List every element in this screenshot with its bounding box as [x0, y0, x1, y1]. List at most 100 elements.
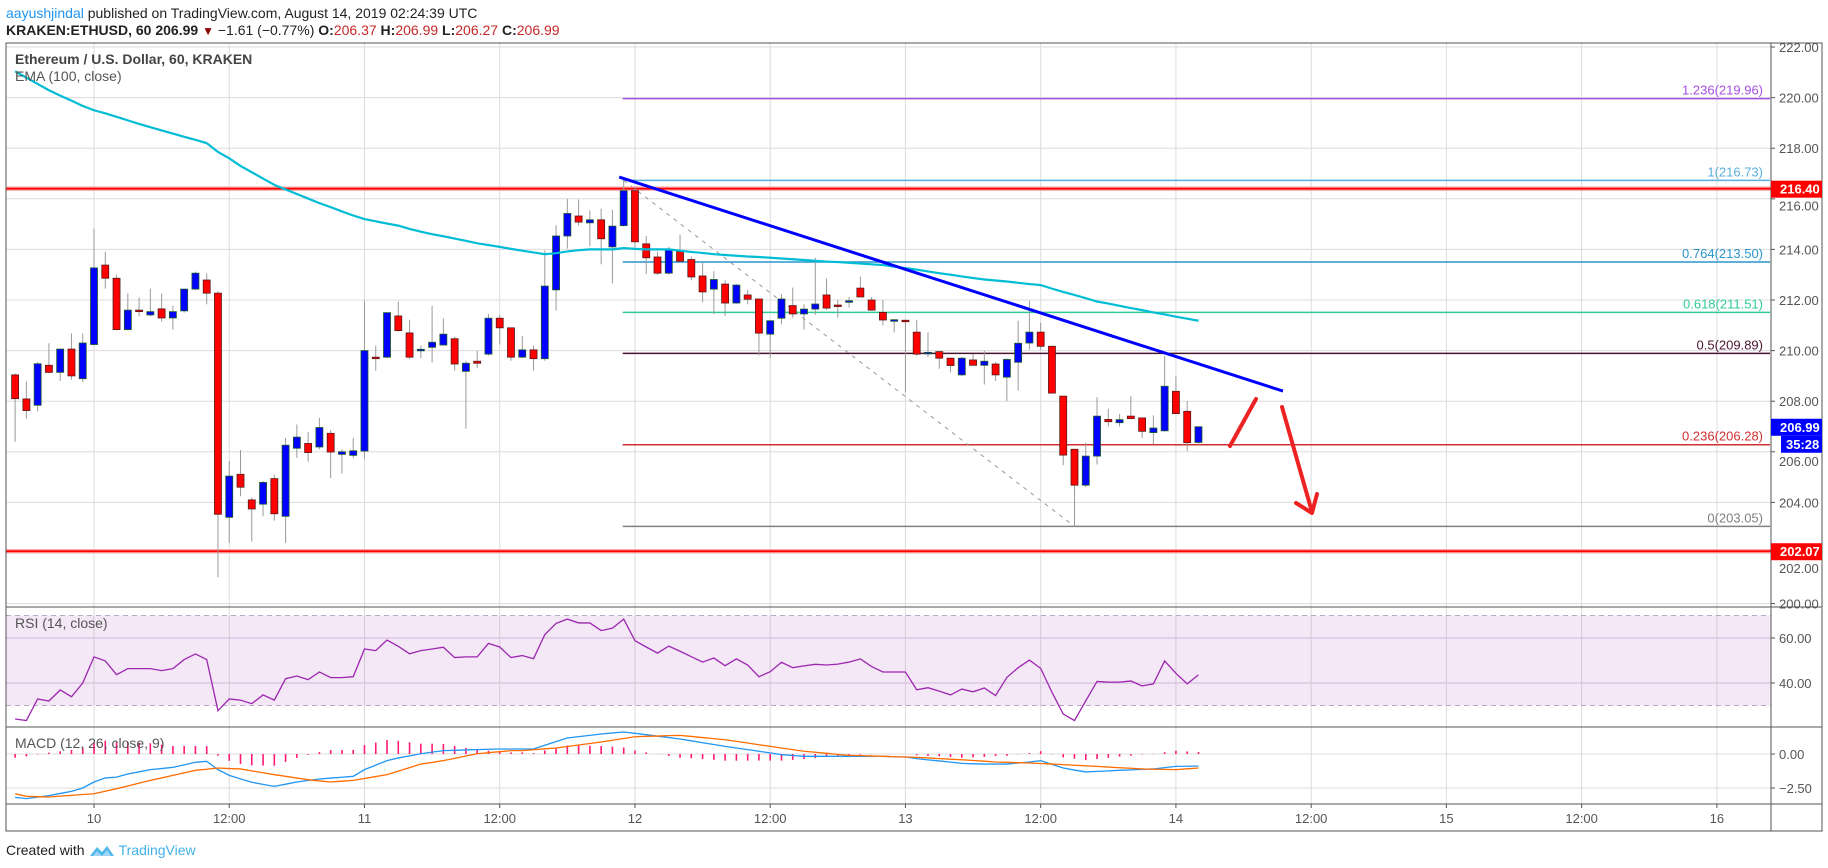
candle-up [315, 427, 324, 448]
candle-down [529, 349, 538, 360]
author-link[interactable]: aayushjindal [6, 5, 84, 21]
candle-down [11, 374, 20, 400]
time-axis-label: 12:00 [213, 811, 246, 826]
low-label: L: [442, 22, 456, 38]
fib-level-label: 1.236(219.96) [1682, 83, 1763, 98]
candle-down [597, 219, 606, 240]
rsi-axis-label: 60.00 [1779, 631, 1812, 646]
fib-level-label: 1(216.73) [1707, 164, 1763, 179]
level-price-badge: 216.40 [1780, 182, 1820, 197]
price-axis-label: 208.00 [1779, 394, 1819, 409]
fib-level-label: 0(203.05) [1707, 510, 1763, 525]
candle-up [33, 363, 42, 406]
candle-down [405, 332, 414, 358]
time-axis-label: 15 [1439, 811, 1453, 826]
candle-down [856, 287, 865, 298]
publish-info: aayushjindal published on TradingView.co… [6, 5, 477, 21]
bar-countdown-badge-bg [1781, 435, 1822, 453]
candle-down [495, 317, 504, 329]
candle-up [191, 272, 200, 290]
candle-down [214, 292, 222, 515]
rsi-line [15, 618, 1199, 722]
arrow-down-drawing[interactable] [1280, 405, 1319, 515]
candle-down [507, 327, 515, 358]
candle-up [563, 213, 572, 237]
candle-down [631, 190, 639, 243]
candle-down [574, 215, 583, 223]
candle-up [552, 235, 560, 291]
candle-down [1070, 448, 1079, 486]
macd-signal-line [14, 734, 1199, 798]
candle-down [326, 432, 335, 453]
time-axis-label: 12 [628, 811, 642, 826]
candle-down [1172, 390, 1180, 414]
candle-down [755, 298, 763, 334]
candle-down [22, 398, 31, 411]
candle-down [969, 359, 977, 366]
time-axis-label: 12:00 [754, 811, 787, 826]
price-axis-label: 200.00 [1779, 597, 1819, 612]
candle-up [259, 482, 267, 505]
price-axis[interactable]: 222.00 220.00 218.00 216.00 214.00 212.00 210.… [1771, 40, 1822, 796]
candle-up [1081, 455, 1090, 486]
fib-level-label: 0.764(213.50) [1682, 246, 1763, 261]
ema-legend: EMA (100, close) [15, 68, 122, 84]
candle-down [473, 360, 482, 364]
time-axis-label: 12:00 [1565, 811, 1598, 826]
candle-down [867, 299, 876, 311]
arrow-up-drawing[interactable] [1228, 397, 1258, 448]
high-value: 206.99 [395, 22, 439, 38]
candle-up [484, 317, 493, 355]
candle-up [777, 298, 786, 319]
candle-up [78, 342, 87, 380]
rsi-band-fill [6, 615, 1771, 706]
candle-up [146, 311, 155, 316]
fib-level-label: 0.5(209.89) [1697, 337, 1764, 352]
candle-up [619, 190, 628, 227]
candle-down [157, 308, 166, 319]
candle-up [428, 341, 437, 348]
time-axis-label: 12:00 [1295, 811, 1328, 826]
candle-down [912, 331, 921, 355]
price-axis-label: 204.00 [1779, 495, 1819, 510]
time-axis-label: 12:00 [483, 811, 516, 826]
candle-down [450, 338, 459, 365]
candle-up [292, 436, 301, 449]
outer-frame [5, 42, 1823, 832]
candle-down [642, 243, 651, 259]
candle-up [1025, 331, 1034, 344]
time-axis-label: 11 [358, 811, 372, 826]
candle-down [236, 473, 245, 488]
bar-countdown-badge: 35:28 [1786, 437, 1819, 452]
symbol: KRAKEN:ETHUSD, 60 [6, 22, 152, 38]
close-value: 206.99 [516, 22, 560, 38]
created-with-text: Created with [6, 842, 85, 858]
candle-down [1059, 395, 1068, 456]
candle-down [901, 319, 910, 323]
candle-down [946, 357, 955, 366]
candle-down [879, 311, 887, 321]
candle-up [664, 249, 673, 274]
candle-up [383, 312, 391, 358]
macd-axis-label: −2.50 [1779, 781, 1812, 796]
grid: 10 12:00 11 12:00 12 12:00 13 12:00 14 12:00 15 12:… [6, 43, 1771, 826]
macd-axis-label: 0.00 [1779, 747, 1804, 762]
candle-up [811, 303, 820, 310]
tradingview-link[interactable]: TradingView [118, 842, 196, 858]
candle-down [135, 309, 143, 313]
axis-ticks: 222.00 220.00 218.00 216.00 214.00 212.00 210.… [1771, 40, 1819, 796]
candle-down [991, 363, 1000, 376]
low-value: 206.27 [455, 22, 499, 38]
levels: 1.236(219.96) 1(216.73) 0.764(213.50) 0.618… [6, 83, 1771, 554]
time-axis-label: 14 [1169, 811, 1183, 826]
candle-down [67, 348, 76, 377]
candle-up [1014, 342, 1023, 363]
macd-legend: MACD (12, 26, close, 9) [15, 735, 164, 751]
published-text: published on TradingView.com, August 14,… [87, 5, 478, 21]
candle-up [1093, 415, 1101, 457]
last-price-badge-bg [1771, 418, 1822, 436]
candle-up [56, 348, 65, 373]
open-label: O: [318, 22, 334, 38]
candle-up [1115, 419, 1124, 424]
